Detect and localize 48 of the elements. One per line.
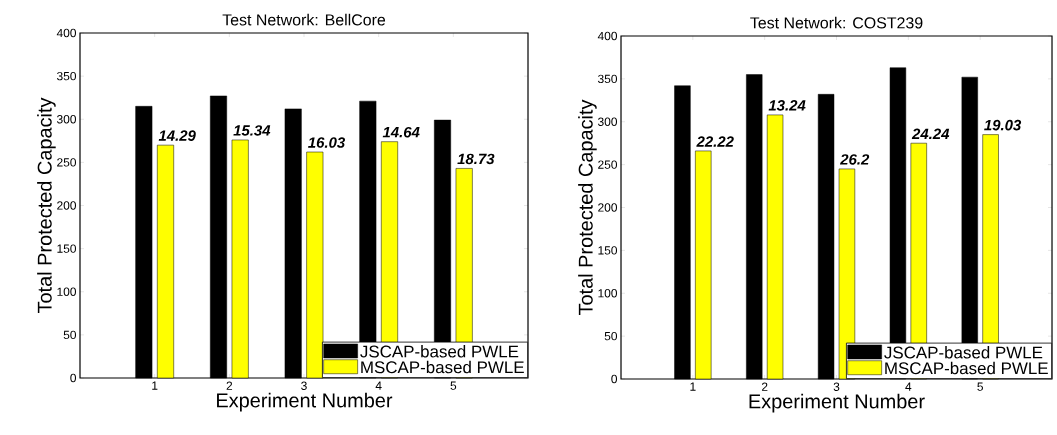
annotation: 14.64: [382, 126, 420, 138]
y-tick-label: 150: [598, 246, 618, 255]
x-tick-label: 2: [761, 382, 768, 391]
annotation: 22.22: [696, 136, 734, 147]
annotation: 19.03: [984, 119, 1022, 131]
annotation: 24.24: [911, 128, 950, 139]
y-tick-label: 350: [597, 74, 618, 84]
y-tick-label: 250: [598, 160, 618, 169]
legend-label: JSCAP-based PWLE: [360, 345, 519, 358]
y-tick-label: 200: [57, 201, 77, 210]
y-tick-label: 100: [57, 287, 77, 296]
x-tick-label: 5: [977, 382, 983, 391]
annotation: 18.73: [457, 153, 495, 165]
y-tick-label: 0: [70, 373, 77, 383]
y-axis-title: Total Protected Capacity: [37, 97, 56, 314]
x-axis-title: Experiment Number: [217, 392, 393, 412]
y-tick-label: 50: [604, 331, 618, 341]
y-tick-label: 400: [56, 28, 77, 38]
y-tick-label: 250: [57, 158, 77, 167]
chart-title: Test Network: COST239: [750, 16, 923, 29]
y-tick-label: 50: [63, 330, 77, 340]
annotation: 14.29: [158, 130, 196, 141]
y-tick-label: 350: [56, 71, 77, 81]
x-tick-label: 1: [152, 381, 158, 390]
x-tick-label: 3: [833, 382, 840, 391]
x-axis-title: Experiment Number: [749, 393, 925, 413]
annotation: 26.2: [839, 154, 870, 165]
y-tick-label: 200: [598, 203, 618, 212]
x-tick-label: 4: [375, 381, 382, 390]
x-tick-label: 1: [690, 382, 696, 391]
legend-label: MSCAP-based PWLE: [361, 360, 524, 374]
x-tick-label: 2: [226, 381, 233, 390]
y-tick-label: 400: [597, 31, 618, 41]
legend-label: JSCAP-based PWLE: [884, 346, 1043, 359]
x-tick-label: 5: [450, 381, 457, 390]
x-tick-label: 4: [905, 382, 912, 391]
chart-title: Test Network: BellCore: [222, 13, 386, 26]
annotation: 13.24: [768, 100, 806, 111]
y-tick-label: 300: [56, 115, 77, 124]
y-tick-label: 300: [597, 117, 618, 126]
y-tick-label: 150: [57, 244, 77, 253]
y-axis-title: Total Protected Capacity: [578, 99, 597, 316]
y-tick-label: 0: [611, 374, 618, 384]
annotation: 15.34: [233, 125, 271, 136]
annotation: 16.03: [308, 137, 346, 148]
x-tick-label: 3: [301, 381, 307, 390]
y-tick-label: 100: [598, 289, 618, 298]
legend-label: MSCAP-based PWLE: [885, 361, 1048, 375]
